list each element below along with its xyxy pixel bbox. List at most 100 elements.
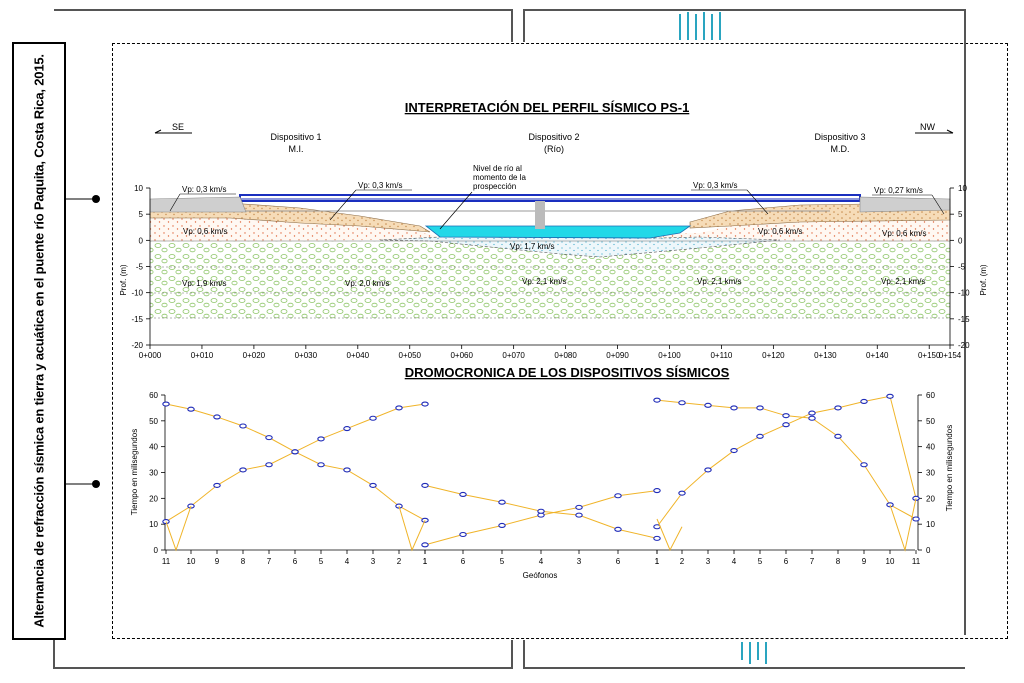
x-tick-label: 0+090	[606, 351, 629, 360]
x-tick-label: 1	[423, 557, 428, 566]
x-tick-label: 5	[319, 557, 324, 566]
dir-se-label: SE	[172, 122, 184, 132]
data-point	[860, 398, 868, 405]
vp-label: Vp: 2,1 km/s	[697, 277, 741, 286]
x-tick-label: 0+020	[243, 351, 266, 360]
device-1-sub: M.I.	[289, 144, 304, 154]
y-tick-label: 10	[134, 184, 143, 193]
vp-label: Vp: 2,1 km/s	[881, 277, 925, 286]
x-tick-label: 0+130	[814, 351, 837, 360]
device-2-name: Dispositivo 2	[528, 132, 579, 142]
data-point	[756, 433, 764, 439]
x-tick-label: 2	[397, 557, 402, 566]
x-tick-label: 9	[862, 557, 867, 566]
data-point	[834, 405, 842, 411]
y-tick-label: 0	[926, 546, 931, 555]
data-point	[162, 401, 170, 407]
x-tick-label: 2	[680, 557, 685, 566]
chart-title: DROMOCRONICA DE LOS DISPOSITIVOS SÍSMICO…	[405, 365, 730, 380]
chart-ylabel-left: Tiempo en milisegundos	[130, 429, 139, 515]
data-point	[704, 467, 712, 473]
x-tick-label: 1	[655, 557, 660, 566]
data-point	[369, 482, 377, 488]
y-tick-label: -15	[958, 315, 970, 324]
x-tick-label: 1	[423, 557, 428, 566]
y-tick-label: 60	[149, 391, 158, 400]
y-tick-label: 5	[139, 210, 144, 219]
x-tick-label: 3	[577, 557, 582, 566]
x-tick-label: 6	[293, 557, 298, 566]
data-point	[498, 522, 506, 529]
y-tick-label: 30	[149, 469, 158, 478]
data-point	[459, 531, 467, 538]
bridge-structure	[149, 194, 951, 229]
y-tick-label: -20	[958, 341, 970, 350]
data-point	[782, 413, 790, 419]
y-tick-label: 30	[926, 469, 935, 478]
data-point	[678, 490, 686, 496]
x-tick-label: 7	[810, 557, 815, 566]
y-tick-label: 20	[926, 494, 935, 503]
y-tick-label: 10	[958, 184, 967, 193]
data-point	[213, 482, 221, 488]
shot-ray-line	[165, 505, 192, 552]
data-point	[730, 447, 738, 454]
data-point	[187, 406, 195, 412]
series-line	[424, 490, 658, 546]
data-point	[614, 526, 622, 532]
x-tick-label: 0+000	[139, 351, 162, 360]
data-point	[369, 415, 377, 421]
vp-label: Vp: 1,7 km/s	[510, 242, 554, 251]
data-point	[317, 462, 325, 468]
chart-series-group	[162, 393, 920, 552]
river-note-3: prospección	[473, 182, 516, 191]
x-tick-label: 8	[241, 557, 246, 566]
data-point	[912, 516, 920, 522]
data-point	[459, 491, 467, 498]
vp-label: Vp: 0,3 km/s	[358, 181, 402, 190]
data-point	[317, 436, 325, 442]
profile-ylabel-left: Prof. (m)	[119, 264, 128, 295]
x-tick-label: 8	[836, 557, 841, 566]
data-point	[498, 499, 506, 505]
data-point	[421, 401, 429, 407]
background-frame-lines	[53, 9, 966, 669]
x-tick-label: 0+080	[554, 351, 577, 360]
x-tick-label: 9	[215, 557, 220, 566]
x-tick-label: 0+100	[658, 351, 681, 360]
y-tick-label: 5	[958, 210, 963, 219]
x-tick-label: 11	[912, 557, 921, 566]
data-point	[653, 535, 661, 541]
device-labels: Dispositivo 1 M.I. Dispositivo 2 (Río) D…	[270, 132, 865, 154]
x-tick-label: 5	[500, 557, 505, 566]
profile-title: INTERPRETACIÓN DEL PERFIL SÍSMICO PS-1	[405, 100, 690, 115]
vp-label: Vp: 0,6 km/s	[758, 227, 802, 236]
y-tick-label: 60	[926, 391, 935, 400]
x-tick-label: 0+120	[762, 351, 785, 360]
data-point	[756, 405, 764, 411]
shot-ray-line	[398, 505, 426, 552]
y-tick-label: 0	[154, 546, 159, 555]
data-point	[860, 462, 868, 468]
x-tick-label: 0+040	[347, 351, 370, 360]
data-point	[213, 414, 221, 420]
shot-ray-line	[889, 498, 917, 552]
y-tick-label: 0	[139, 236, 144, 245]
x-tick-label: 4	[539, 557, 544, 566]
data-point	[239, 467, 247, 473]
y-tick-label: -5	[136, 263, 144, 272]
x-tick-label: 6	[461, 557, 466, 566]
x-tick-label: 0+110	[710, 351, 732, 360]
direction-nw: NW	[915, 122, 954, 134]
device-2-sub: (Río)	[544, 144, 564, 154]
data-point	[704, 402, 712, 408]
data-point	[421, 482, 429, 488]
profile-ylabel-right: Prof. (m)	[979, 264, 988, 295]
y-tick-label: 20	[149, 494, 158, 503]
y-tick-label: 50	[149, 417, 158, 426]
x-tick-label: 6	[784, 557, 789, 566]
vp-label: Vp: 0,6 km/s	[183, 227, 227, 236]
y-tick-label: -15	[131, 315, 143, 324]
chart-y-axis-right: 0 10 20 30 40 50 60	[917, 391, 935, 555]
